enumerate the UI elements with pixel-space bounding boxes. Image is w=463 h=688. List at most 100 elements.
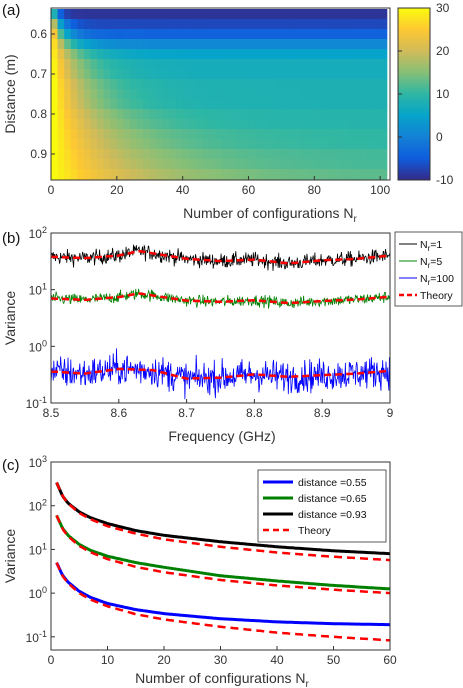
heatmap-cell (123, 39, 131, 50)
configurations-y-ticks: 10-1 100 101 102 103 (26, 454, 55, 645)
heatmap-cell (228, 59, 236, 70)
heatmap-cell (123, 19, 131, 30)
heatmap-cell (235, 139, 243, 150)
heatmap-cell (156, 29, 164, 40)
heatmap-cell (314, 99, 322, 110)
heatmap-cell (162, 149, 171, 160)
heatmap-cell (149, 129, 157, 140)
heatmap-cell (110, 9, 118, 20)
panel-b-label: (b) (2, 230, 20, 247)
heatmap-cell (268, 149, 276, 160)
legend-label-dist055: distance =0.55 (298, 477, 367, 489)
heatmap-cell (195, 89, 203, 100)
heatmap-cell (70, 59, 78, 70)
heatmap-cell (189, 129, 197, 140)
heatmap-cell (64, 169, 72, 180)
heatmap-cell (57, 69, 65, 80)
heatmap-cell (347, 169, 355, 180)
heatmap-cell (222, 49, 230, 60)
heatmap-cell (334, 119, 342, 130)
heatmap-cell (248, 119, 256, 130)
configurations-y-axis-label: Variance (2, 529, 18, 583)
heatmap-cell (255, 119, 263, 130)
heatmap-cell (202, 59, 210, 70)
heatmap-cell (334, 9, 342, 20)
line-distance-065 (55, 514, 391, 591)
heatmap-cell (123, 129, 131, 140)
heatmap-cell (314, 39, 322, 50)
heatmap-cell (373, 129, 381, 140)
heatmap-cell (143, 39, 151, 50)
colorbar-tick-label: 10 (436, 87, 450, 101)
heatmap-frame (50, 7, 391, 181)
heatmap-cell (97, 169, 105, 180)
heatmap-cell (366, 149, 375, 160)
frequency-y-axis-label: Variance (2, 291, 18, 345)
heatmap-cell (64, 149, 72, 160)
heatmap-cell (162, 29, 171, 40)
heatmap-cell (281, 169, 289, 180)
heatmap-y-ticks: 0.6 0.7 0.8 0.9 (30, 27, 55, 161)
heatmap-cell (360, 69, 368, 80)
heatmap-cell (314, 139, 322, 150)
configurations-x-axis-label: Number of configurations Nr (135, 670, 309, 688)
heatmap-cell (90, 99, 98, 110)
heatmap-cell (110, 139, 118, 150)
heatmap-cell (366, 29, 375, 40)
heatmap-cell (235, 69, 243, 80)
heatmap-cell (195, 49, 203, 60)
heatmap-cell (353, 49, 361, 60)
frequency-y-tick-label: 100 (29, 338, 47, 354)
heatmap-cell (373, 79, 381, 90)
heatmap-cell (182, 169, 190, 180)
heatmap-cell (334, 39, 342, 50)
legend-label-theory-b: Theory (420, 290, 453, 302)
heatmap-cell (241, 89, 250, 100)
heatmap-cell (143, 89, 151, 100)
heatmap-cell (176, 129, 184, 140)
heatmap-cell (182, 129, 190, 140)
heatmap-cell (222, 19, 230, 30)
heatmap-cell (380, 59, 388, 70)
heatmap-cell (116, 49, 125, 60)
heatmap-cell (228, 9, 236, 20)
heatmap-cell (208, 39, 217, 50)
heatmap-cell (123, 89, 131, 100)
heatmap-cell (116, 19, 125, 30)
heatmap-cell (189, 29, 197, 40)
heatmap-cell (123, 99, 131, 110)
heatmap-cell (366, 99, 375, 110)
heatmap-cell (215, 19, 223, 30)
heatmap-cell (320, 169, 329, 180)
heatmap-cell (169, 169, 177, 180)
heatmap-cell (97, 139, 105, 150)
frequency-x-axis-label: Frequency (GHz) (168, 428, 275, 444)
heatmap-cell (347, 69, 355, 80)
series-line-nr5 (50, 288, 391, 309)
heatmap-cell (208, 109, 217, 120)
heatmap-cell (215, 139, 223, 150)
heatmap-cell (202, 119, 210, 130)
heatmap-cell (77, 39, 85, 50)
heatmap-cell (353, 109, 361, 120)
heatmap-cell (51, 49, 59, 60)
heatmap-cell (195, 139, 203, 150)
frequency-y-ticks: 10-1 100 101 102 (26, 225, 55, 411)
heatmap-cell (182, 159, 190, 170)
heatmap-cell (129, 19, 138, 30)
heatmap-cell (241, 39, 250, 50)
heatmap-cell (149, 109, 157, 120)
heatmap-cell (235, 109, 243, 120)
heatmap-cell (156, 159, 164, 170)
heatmap-cell (255, 9, 263, 20)
heatmap-cell (149, 49, 157, 60)
heatmap-cell (301, 69, 309, 80)
heatmap-cell (307, 19, 315, 30)
heatmap-cell (202, 79, 210, 90)
heatmap-cell (83, 149, 92, 160)
heatmap-cell (162, 69, 171, 80)
heatmap-cell (77, 169, 85, 180)
heatmap-cell (129, 69, 138, 80)
heatmap-cell (366, 69, 375, 80)
heatmap-cell (294, 129, 302, 140)
